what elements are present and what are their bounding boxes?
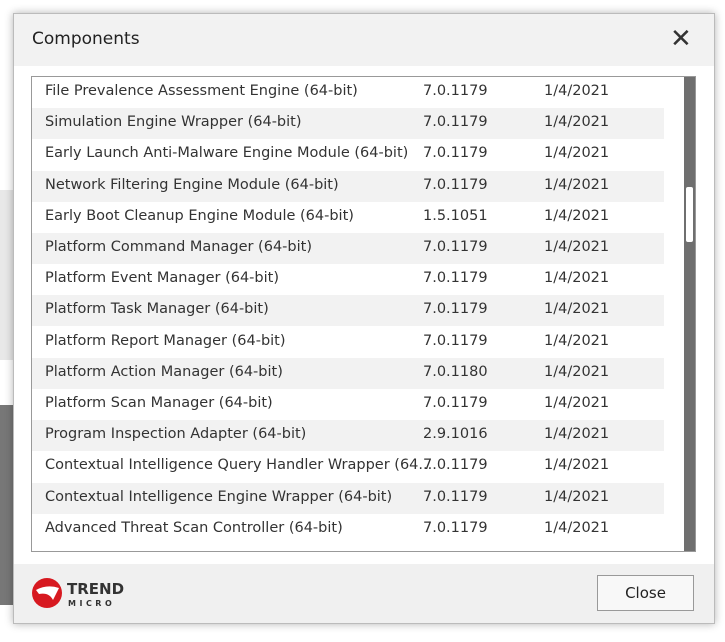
component-name: Platform Action Manager (64-bit) <box>45 363 283 380</box>
component-name: Contextual Intelligence Engine Wrapper (… <box>45 488 393 505</box>
component-date: 1/4/2021 <box>544 239 610 255</box>
component-name: Platform Command Manager (64-bit) <box>45 239 312 255</box>
component-date: 1/4/2021 <box>544 207 610 224</box>
component-row[interactable]: Early Boot Cleanup Engine Module (64-bit… <box>32 202 664 233</box>
component-name: Program Inspection Adapter (64-bit) <box>45 426 307 443</box>
component-name: Platform Scan Manager (64-bit) <box>45 395 273 411</box>
component-date: 1/4/2021 <box>544 301 610 318</box>
component-row[interactable]: Platform Report Manager (64-bit) 7.0.1179… <box>32 327 664 358</box>
component-date: 1/4/2021 <box>544 426 610 443</box>
dialog-header: Components ✕ <box>14 14 714 66</box>
dialog-title: Components <box>32 29 140 49</box>
component-date: 1/4/2021 <box>544 83 610 99</box>
background-panel <box>0 190 13 360</box>
components-dialog: Components ✕ File Prevalence Assessment … <box>13 13 715 624</box>
component-date: 1/4/2021 <box>544 114 610 131</box>
component-row[interactable]: Platform Action Manager (64-bit) 7.0.1180… <box>32 357 664 389</box>
component-version: 7.0.1179 <box>423 114 488 131</box>
component-name: File Prevalence Assessment Engine (64-bi… <box>45 83 358 99</box>
component-version: 7.0.1179 <box>423 145 488 162</box>
component-list: File Prevalence Assessment Engine (64-bi… <box>31 76 696 552</box>
component-version: 7.0.1179 <box>423 83 488 99</box>
component-name: Advanced Threat Scan Controller (64-bit) <box>45 519 343 536</box>
component-name: Network Filtering Engine Module (64-bit) <box>45 176 339 193</box>
component-version: 7.0.1179 <box>423 332 488 349</box>
component-version: 7.0.1179 <box>423 395 488 411</box>
logo: TREND MICRO <box>32 578 124 608</box>
component-version: 7.0.1180 <box>423 363 488 380</box>
component-date: 1/4/2021 <box>544 519 610 536</box>
component-date: 1/4/2021 <box>544 176 610 193</box>
component-name: Simulation Engine Wrapper (64-bit) <box>45 114 302 131</box>
component-row[interactable]: Platform Event Manager (64-bit) 7.0.1179 1… <box>32 264 664 295</box>
component-name: Platform Task Manager (64-bit) <box>45 301 269 318</box>
component-version: 7.0.1179 <box>423 239 488 255</box>
component-row[interactable]: Contextual Intelligence Engine Wrapper (… <box>32 482 664 514</box>
component-row[interactable]: Platform Task Manager (64-bit) 7.0.1179 1/… <box>32 295 664 327</box>
component-date: 1/4/2021 <box>544 457 610 474</box>
component-version: 7.0.1179 <box>423 457 488 474</box>
component-row[interactable]: Network Filtering Engine Module (64-bit)… <box>32 170 664 202</box>
component-row[interactable]: Platform Command Manager (64-bit) 7.0.117… <box>32 233 664 264</box>
scrollbar[interactable] <box>684 77 695 551</box>
component-version: 1.5.1051 <box>423 207 488 224</box>
component-row[interactable]: Simulation Engine Wrapper (64-bit) 7.0.11… <box>32 108 664 140</box>
logo-text: MICRO <box>68 599 115 608</box>
component-name: Early Launch Anti-Malware Engine Module … <box>45 145 409 162</box>
component-row[interactable]: Platform Scan Manager (64-bit) 7.0.1179 1/… <box>32 389 664 420</box>
component-version: 2.9.1016 <box>423 426 488 443</box>
component-name: Platform Event Manager (64-bit) <box>45 270 279 287</box>
component-name: Contextual Intelligence Query Handler Wr… <box>45 457 433 474</box>
close-button[interactable]: Close <box>597 575 694 611</box>
component-version: 7.0.1179 <box>423 301 488 318</box>
component-version: 7.0.1179 <box>423 270 488 287</box>
component-row[interactable]: Program Inspection Adapter (64-bit) 2.9.1… <box>32 420 664 452</box>
component-row[interactable]: Advanced Threat Scan Controller (64-bit)… <box>32 514 664 545</box>
dialog-footer: TREND MICRO Close <box>14 564 714 623</box>
component-date: 1/4/2021 <box>544 395 610 411</box>
component-row[interactable]: Contextual Intelligence Query Handler Wr… <box>32 451 664 482</box>
component-row[interactable]: Early Launch Anti-Malware Engine Module … <box>32 139 664 170</box>
component-date: 1/4/2021 <box>544 488 610 505</box>
component-version: 7.0.1179 <box>423 519 488 536</box>
scroll-thumb[interactable] <box>686 187 693 242</box>
background-panel <box>0 405 13 605</box>
component-row[interactable]: File Prevalence Assessment Engine (64-bi… <box>32 77 664 108</box>
component-date: 1/4/2021 <box>544 145 610 162</box>
component-date: 1/4/2021 <box>544 270 610 287</box>
component-date: 1/4/2021 <box>544 363 610 380</box>
component-name: Early Boot Cleanup Engine Module (64-bit… <box>45 207 354 224</box>
component-version: 7.0.1179 <box>423 488 488 505</box>
logo-text: TREND <box>67 580 124 598</box>
component-date: 1/4/2021 <box>544 332 610 349</box>
component-name: Platform Report Manager (64-bit) <box>45 332 286 349</box>
component-version: 7.0.1179 <box>423 176 488 193</box>
close-x[interactable]: ✕ <box>670 24 692 54</box>
